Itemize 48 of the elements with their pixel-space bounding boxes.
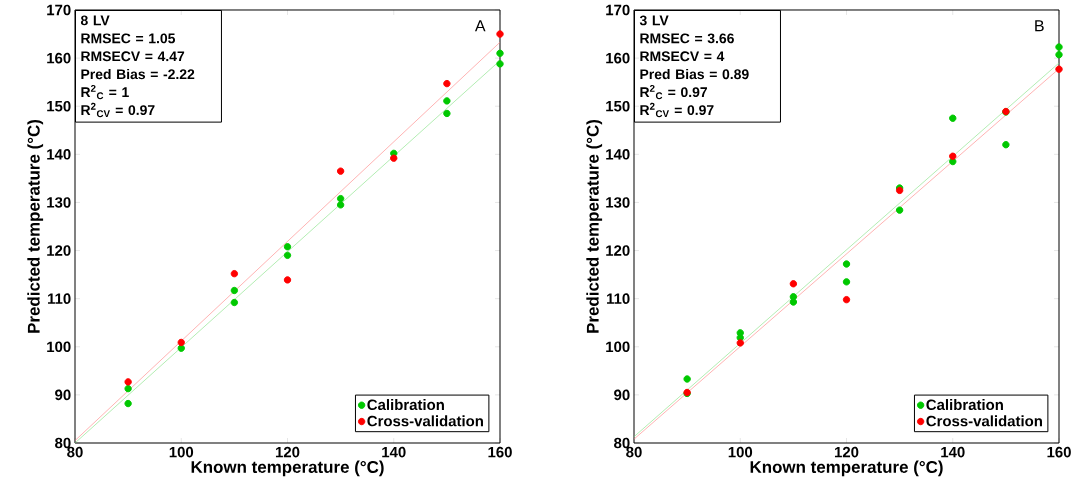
legend-label: Cross-validation: [926, 415, 1042, 427]
y-tick-label: 140: [47, 149, 71, 160]
legend-label: Calibration: [926, 399, 1003, 411]
x-tick-label: 120: [275, 446, 300, 458]
y-tick-label: 110: [607, 293, 630, 304]
x-tick-label: 160: [1047, 446, 1071, 458]
x-tick-label: 120: [834, 446, 859, 458]
annotation: RMSECV = 4: [640, 51, 725, 62]
x-tick-label: 140: [382, 446, 406, 458]
annotation: RMSECV = 4.47: [81, 51, 185, 62]
y-axis-title: Predicted temperature (°C): [586, 119, 603, 333]
legend-label: Cross-validation: [367, 415, 483, 427]
y-tick-label: 170: [606, 4, 630, 16]
x-tick-label: 160: [488, 446, 512, 458]
y-tick-label: 100: [606, 341, 630, 353]
annotation: R$^{2}$$_{C}$ = 0.97: [640, 84, 707, 100]
y-tick-label: 120: [606, 245, 630, 256]
annotation: R$^{2}$$_{CV}$ = 0.97: [81, 102, 155, 118]
annotation: Pred Bias = 0.89: [640, 68, 749, 80]
x-axis-title: Known temperature (°C): [750, 460, 943, 477]
annotation: 8 LV: [80, 15, 110, 26]
x-tick-label: 100: [169, 446, 194, 458]
legend-label: Calibration: [367, 399, 444, 411]
annotation: 3 LV: [639, 15, 669, 26]
annotation: RMSEC = 1.05: [81, 33, 176, 44]
y-tick-label: 90: [55, 389, 71, 401]
x-tick-label: 100: [728, 446, 753, 458]
y-tick-label: 100: [47, 341, 71, 353]
y-tick-label: 150: [606, 100, 630, 112]
y-tick-label: 110: [48, 293, 71, 304]
y-tick-label: 130: [47, 197, 71, 208]
x-axis-title: Known temperature (°C): [191, 460, 384, 477]
y-axis-title: Predicted temperature (°C): [27, 119, 44, 333]
y-tick-label: 160: [47, 52, 71, 64]
annotation: Pred Bias = -2.22: [81, 68, 195, 80]
annotation: A: [474, 20, 486, 32]
annotation: RMSEC = 3.66: [640, 33, 734, 44]
y-tick-label: 150: [47, 100, 71, 112]
annotation: R$^{2}$$_{CV}$ = 0.97: [640, 102, 714, 118]
x-tick-label: 140: [941, 446, 965, 458]
annotation: R$^{2}$$_{C}$ = 1: [81, 84, 129, 100]
annotation: B: [1035, 20, 1044, 32]
y-tick-label: 130: [606, 197, 630, 208]
y-tick-label: 90: [614, 389, 630, 401]
y-tick-label: 160: [606, 52, 630, 64]
y-tick-label: 170: [47, 4, 71, 16]
y-tick-label: 140: [606, 149, 630, 160]
y-tick-label: 120: [47, 245, 71, 256]
